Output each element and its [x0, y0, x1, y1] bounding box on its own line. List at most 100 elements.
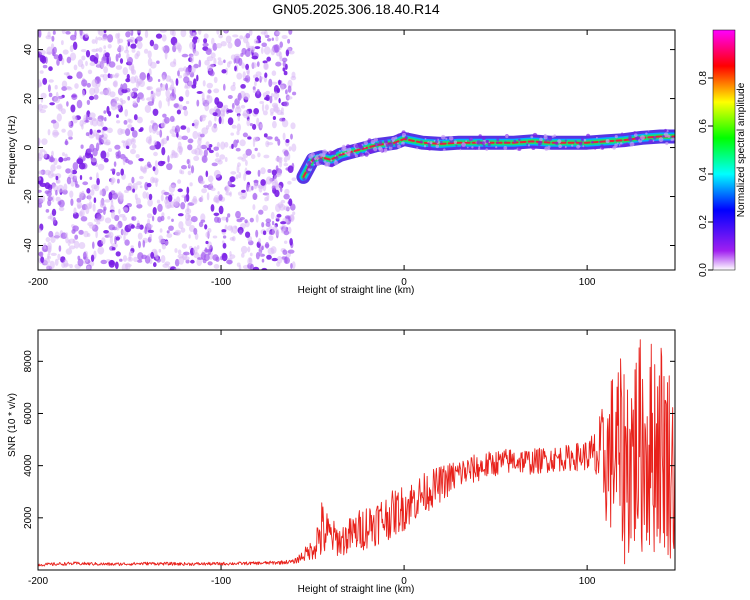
- noise-dot: [64, 263, 70, 267]
- noise-dot: [273, 175, 277, 183]
- track-speckle: [543, 133, 547, 137]
- noise-dot: [169, 84, 173, 91]
- track-speckle: [402, 135, 404, 138]
- track-speckle: [385, 140, 388, 143]
- noise-dot: [263, 154, 270, 159]
- noise-dot: [174, 267, 181, 270]
- track-speckle: [505, 134, 509, 139]
- noise-dot: [136, 116, 143, 124]
- snr-panel: -200 -100 0 100 2000 4000 6000 8000 Height of …: [7, 329, 676, 595]
- noise-dot: [91, 39, 96, 44]
- noise-dot: [114, 102, 121, 110]
- noise-dot: [237, 162, 241, 167]
- noise-dot: [126, 145, 130, 149]
- noise-dot: [44, 169, 51, 176]
- noise-dot: [291, 177, 297, 181]
- noise-dot: [81, 123, 84, 130]
- colorbar: 0.0 0.2 0.4 0.6 0.8 Normalized spectral ampl…: [698, 29, 747, 277]
- track-speckle: [378, 140, 383, 145]
- noise-dot: [219, 154, 226, 160]
- snr-series-line: [38, 339, 675, 567]
- noise-dot: [179, 104, 183, 111]
- y-tick-label: -20: [23, 189, 34, 204]
- noise-dot: [274, 189, 280, 198]
- noise-dot: [158, 238, 166, 244]
- noise-dot: [38, 151, 44, 160]
- noise-dot: [270, 211, 275, 220]
- noise-dot: [211, 162, 218, 167]
- track-speckle: [647, 129, 650, 132]
- track-speckle: [496, 138, 500, 142]
- noise-dot: [191, 149, 198, 155]
- x-tick-label: -100: [211, 576, 231, 587]
- track-speckle: [328, 151, 331, 154]
- noise-dot: [267, 38, 272, 42]
- y-tick-label: -40: [23, 238, 34, 253]
- noise-dot: [134, 193, 138, 200]
- noise-dot: [239, 139, 246, 147]
- noise-dot: [132, 100, 137, 106]
- noise-dot: [153, 43, 159, 50]
- noise-dot: [45, 35, 52, 40]
- track-speckle: [538, 143, 541, 146]
- noise-dot: [74, 83, 79, 89]
- noise-dot: [240, 52, 244, 57]
- track-speckle: [614, 135, 618, 139]
- track-speckle: [547, 137, 553, 142]
- noise-dot: [65, 139, 68, 146]
- noise-dot: [201, 155, 208, 163]
- noise-dot: [85, 132, 90, 137]
- noise-dot: [112, 74, 115, 78]
- track-speckle: [328, 150, 333, 156]
- track-speckle: [645, 132, 648, 135]
- track-speckle: [634, 133, 638, 137]
- noise-dot: [65, 232, 69, 238]
- track-speckle: [344, 149, 347, 152]
- noise-dot: [177, 179, 182, 184]
- track-speckle: [527, 144, 531, 147]
- noise-dot: [115, 53, 119, 62]
- noise-dot: [100, 259, 108, 265]
- noise-dot: [124, 109, 128, 117]
- noise-dot: [247, 47, 251, 52]
- noise-dot: [65, 168, 71, 174]
- noise-dot: [58, 156, 64, 163]
- noise-dot: [121, 140, 125, 144]
- noise-dot: [91, 79, 98, 88]
- noise-dot: [161, 147, 166, 156]
- noise-dot: [198, 30, 202, 35]
- noise-dot: [280, 199, 286, 204]
- noise-dot: [251, 62, 257, 69]
- noise-dot: [116, 114, 119, 118]
- noise-dot: [89, 62, 96, 66]
- noise-dot: [122, 67, 128, 76]
- noise-dot: [278, 97, 281, 104]
- noise-dot: [169, 30, 175, 36]
- noise-dot: [290, 263, 293, 269]
- noise-dot: [49, 260, 55, 270]
- noise-dot: [255, 229, 259, 238]
- noise-dot: [52, 129, 59, 138]
- noise-dot: [275, 203, 281, 213]
- noise-dot: [227, 213, 231, 218]
- x-tick-label: -100: [211, 277, 231, 288]
- noise-dot: [127, 124, 133, 129]
- noise-dot: [82, 251, 87, 260]
- noise-dot: [287, 165, 294, 173]
- noise-dot: [186, 186, 190, 195]
- noise-dot: [125, 128, 131, 137]
- noise-dot: [121, 88, 128, 94]
- noise-dot: [116, 120, 121, 124]
- noise-dot: [251, 46, 256, 51]
- noise-dot: [62, 152, 65, 157]
- noise-dot: [130, 224, 135, 229]
- noise-dot: [72, 41, 78, 50]
- noise-dot: [215, 152, 220, 158]
- snr-x-axis-label: Height of straight line (km): [298, 584, 415, 595]
- noise-dot: [178, 67, 185, 72]
- noise-dot: [96, 178, 100, 186]
- track-speckle: [436, 138, 438, 141]
- noise-dot: [178, 96, 184, 102]
- noise-dot: [71, 115, 77, 120]
- noise-dot: [161, 34, 167, 42]
